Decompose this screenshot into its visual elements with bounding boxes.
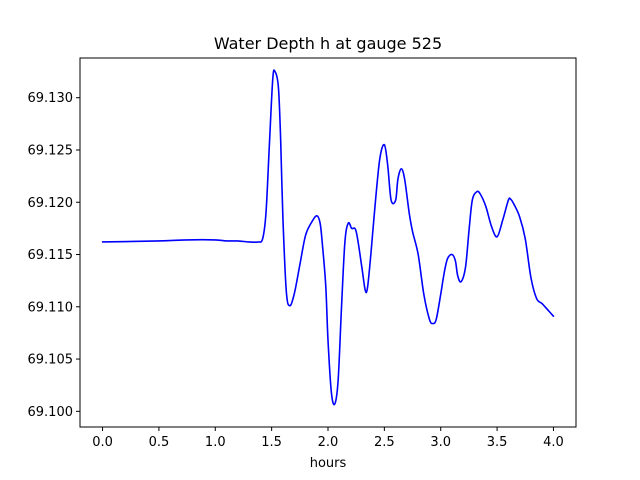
x-tick-label: 4.0 (543, 435, 564, 450)
y-tick-label: 69.105 (28, 353, 74, 368)
y-tick-label: 69.125 (28, 143, 74, 158)
x-tick-label: 0.5 (149, 435, 170, 450)
x-axis: 0.0 0.5 1.0 1.5 2.0 2.5 3.0 3.5 4.0 (92, 427, 564, 450)
y-tick-label: 69.100 (28, 405, 74, 420)
x-tick-label: 3.5 (487, 435, 508, 450)
chart-title: Water Depth h at gauge 525 (214, 34, 442, 53)
x-axis-label: hours (310, 456, 347, 471)
y-tick-label: 69.115 (28, 248, 74, 263)
y-axis: 69.100 69.105 69.110 69.115 69.120 69.125 69.1… (28, 91, 80, 420)
x-tick-label: 2.0 (318, 435, 339, 450)
x-tick-label: 1.0 (205, 435, 226, 450)
x-tick-label: 3.0 (430, 435, 451, 450)
y-tick-label: 69.110 (28, 300, 74, 315)
y-tick-label: 69.120 (28, 196, 74, 211)
y-tick-label: 69.130 (28, 91, 74, 106)
series-line (101, 69, 555, 406)
x-tick-label: 1.5 (261, 435, 282, 450)
x-tick-label: 2.5 (374, 435, 395, 450)
x-tick-label: 0.0 (92, 435, 113, 450)
